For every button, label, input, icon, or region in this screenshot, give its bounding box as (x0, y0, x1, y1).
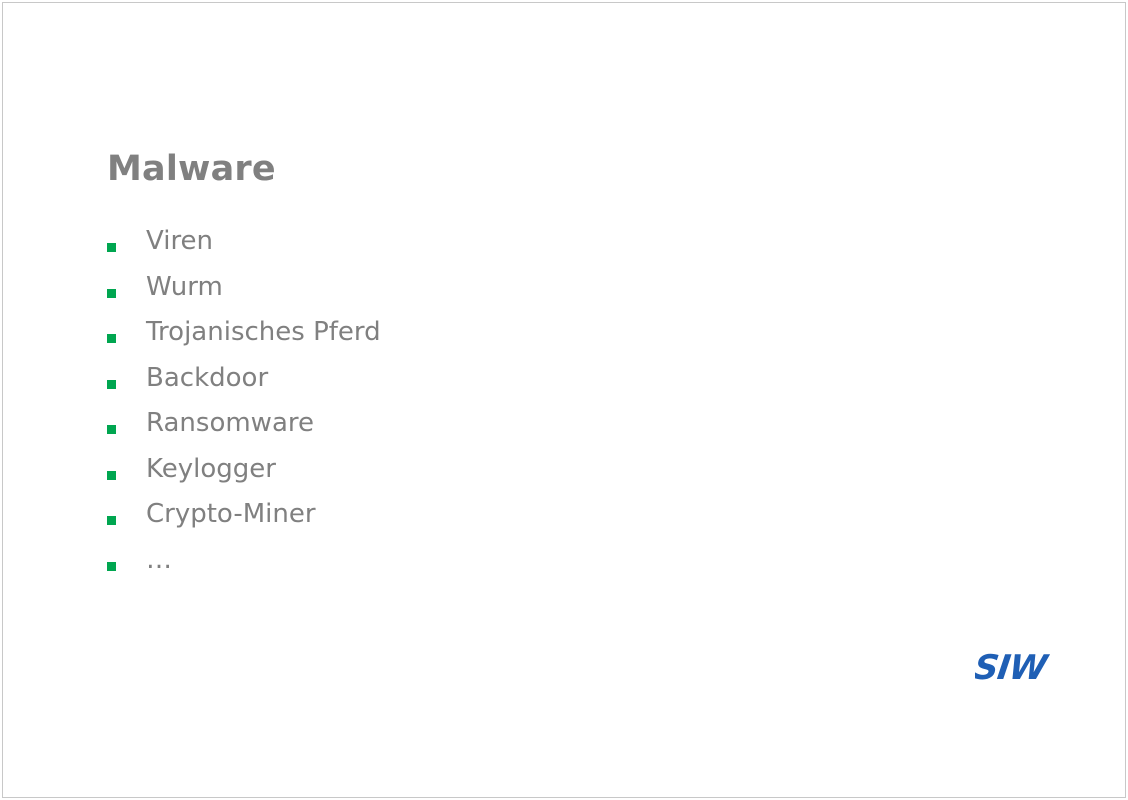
bullet-text: Keylogger (146, 453, 276, 484)
list-item: Keylogger (107, 454, 381, 505)
square-bullet-icon (107, 470, 116, 480)
list-item: Trojanisches Pferd (107, 317, 381, 368)
list-item: Backdoor (107, 363, 381, 414)
square-bullet-icon (107, 516, 116, 525)
bullet-text: Ransomware (146, 408, 314, 438)
bullet-list: Viren Wurm Trojanisches Pferd Backdoor R… (107, 226, 381, 596)
siw-logo: SIW (975, 648, 1052, 682)
logo-text: SIW (975, 648, 1052, 682)
square-bullet-icon (107, 243, 116, 252)
bullet-text: Crypto-Miner (146, 499, 316, 529)
list-item: Crypto-Miner (107, 499, 381, 550)
square-bullet-icon (107, 379, 116, 389)
list-item: Wurm (107, 272, 381, 323)
list-item: … (107, 545, 381, 596)
square-bullet-icon (107, 561, 116, 571)
bullet-text: Wurm (146, 271, 223, 302)
square-bullet-icon (107, 425, 116, 434)
bullet-text: Viren (146, 226, 214, 256)
square-bullet-icon (107, 288, 116, 298)
list-item: Ransomware (107, 408, 381, 459)
bullet-text: Trojanisches Pferd (146, 317, 381, 347)
slide-title: Malware (107, 149, 276, 189)
square-bullet-icon (107, 334, 116, 343)
list-item: Viren (107, 226, 381, 277)
bullet-text: Backdoor (146, 362, 269, 393)
bullet-text: … (146, 544, 172, 575)
